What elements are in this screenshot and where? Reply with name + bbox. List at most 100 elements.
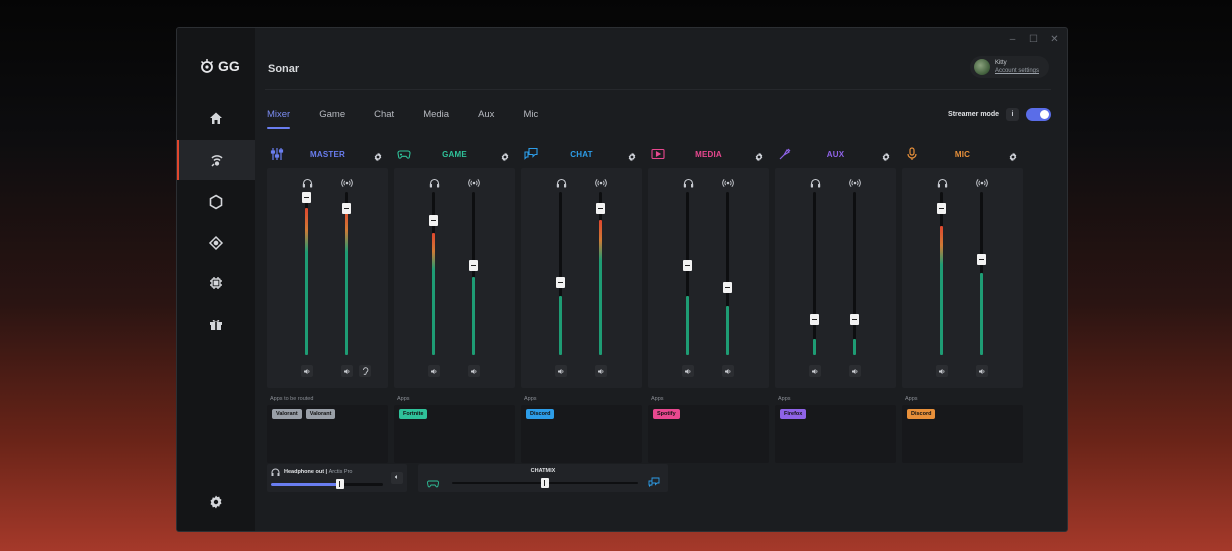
headphone-volume-slider[interactable] <box>271 479 383 489</box>
minimize-button[interactable]: – <box>1009 34 1016 45</box>
mute-button[interactable] <box>936 365 948 377</box>
volume-slider[interactable] <box>556 192 565 355</box>
tab-mixer[interactable]: Mixer <box>267 109 291 129</box>
close-button[interactable]: ✕ <box>1050 34 1059 45</box>
channel-settings-gear-icon[interactable] <box>627 149 637 162</box>
chatmix-slider[interactable] <box>452 478 638 488</box>
volume-thumb[interactable] <box>429 215 438 226</box>
volume-slider[interactable] <box>810 192 819 355</box>
headphone-icon <box>428 178 440 190</box>
level-meter <box>980 273 983 355</box>
nav-engine[interactable] <box>177 182 255 222</box>
app-chip[interactable]: Fortnite <box>399 409 428 419</box>
volume-thumb[interactable] <box>683 260 692 271</box>
apps-drop-zone[interactable]: Discord <box>521 405 642 463</box>
volume-thumb[interactable] <box>556 277 565 288</box>
app-chip[interactable]: Firefox <box>780 409 807 419</box>
mute-button[interactable] <box>555 365 567 377</box>
volume-thumb[interactable] <box>977 254 986 265</box>
volume-slider[interactable] <box>937 192 946 355</box>
nav-settings[interactable] <box>177 482 255 522</box>
channel-settings-gear-icon[interactable] <box>373 149 383 162</box>
gift-icon <box>210 320 222 330</box>
mute-button[interactable] <box>468 365 480 377</box>
volume-slider[interactable] <box>302 192 311 355</box>
account-settings-link[interactable]: Account settings <box>994 68 1039 74</box>
mute-button[interactable] <box>428 365 440 377</box>
nav-moments[interactable] <box>177 223 255 263</box>
avatar[interactable] <box>973 59 990 75</box>
mute-button[interactable] <box>976 365 988 377</box>
tab-game[interactable]: Game <box>319 109 346 120</box>
headphone-icon <box>682 178 694 190</box>
volume-thumb[interactable] <box>937 203 946 214</box>
apps-section: Apps to be routed Valorant Valorant <box>267 396 388 463</box>
mute-button[interactable] <box>809 365 821 377</box>
apps-drop-zone[interactable]: Fortnite <box>394 405 515 463</box>
tab-aux[interactable]: Aux <box>478 109 495 120</box>
gg-logo[interactable]: GG <box>199 58 240 74</box>
volume-slider[interactable] <box>342 192 351 355</box>
mute-button[interactable] <box>341 365 353 377</box>
chatmix-thumb[interactable] <box>541 478 549 488</box>
volume-slider[interactable] <box>683 192 692 355</box>
volume-thumb[interactable] <box>469 260 478 271</box>
volume-slider[interactable] <box>469 192 478 355</box>
mute-button[interactable] <box>595 365 607 377</box>
channel-name: GAME <box>442 150 467 159</box>
volume-slider[interactable] <box>977 192 986 355</box>
volume-thumb[interactable] <box>723 282 732 293</box>
apps-drop-zone[interactable]: Firefox <box>775 405 896 463</box>
channel-mixer-body <box>648 168 769 388</box>
channel-settings-gear-icon[interactable] <box>881 149 891 162</box>
apps-section: Apps Discord <box>902 396 1023 463</box>
channel-settings-gear-icon[interactable] <box>500 149 510 162</box>
volume-thumb[interactable] <box>810 314 819 325</box>
broadcast-icon <box>976 178 988 190</box>
page-title: Sonar <box>268 63 300 75</box>
app-chip[interactable]: Discord <box>907 409 936 419</box>
volume-thumb[interactable] <box>596 203 605 214</box>
nav-home[interactable] <box>177 98 255 138</box>
streamer-mode-toggle[interactable] <box>1026 108 1051 121</box>
channel-mixer-body <box>775 168 896 388</box>
volume-thumb[interactable] <box>302 192 311 203</box>
nav-devices[interactable] <box>177 263 255 303</box>
app-chip[interactable]: Valorant <box>305 409 336 419</box>
ear-button[interactable] <box>359 365 371 377</box>
apps-drop-zone[interactable]: Spotify <box>648 405 769 463</box>
media-channel-icon <box>651 147 665 161</box>
apps-drop-zone[interactable]: Discord <box>902 405 1023 463</box>
volume-thumb[interactable] <box>342 203 351 214</box>
volume-slider[interactable] <box>850 192 859 355</box>
tab-chat[interactable]: Chat <box>374 109 395 120</box>
headphone-mute-button[interactable]: 🔈︎ <box>391 472 403 484</box>
channel-aux: AUX Apps Firefox <box>775 144 896 463</box>
headphone-volume-thumb[interactable] <box>336 479 345 489</box>
mute-button[interactable] <box>301 365 313 377</box>
apps-drop-zone[interactable]: Valorant Valorant <box>267 405 388 463</box>
app-chip[interactable]: Spotify <box>653 409 680 419</box>
volume-slider[interactable] <box>429 192 438 355</box>
nav-sonar[interactable] <box>177 140 255 180</box>
volume-thumb[interactable] <box>850 314 859 325</box>
app-chip[interactable]: Valorant <box>272 409 302 419</box>
nav-gifts[interactable] <box>177 304 255 344</box>
mute-button[interactable] <box>849 365 861 377</box>
master-channel-icon <box>270 147 284 161</box>
channel-settings-gear-icon[interactable] <box>754 149 764 162</box>
channel-mixer-body <box>902 168 1023 388</box>
channel-name: MEDIA <box>695 150 722 159</box>
mute-button[interactable] <box>682 365 694 377</box>
info-icon[interactable]: i <box>1006 108 1019 121</box>
aux-channel-icon <box>778 147 792 161</box>
app-chip[interactable]: Discord <box>526 409 555 419</box>
tab-mic[interactable]: Mic <box>523 109 539 120</box>
maximize-button[interactable]: ☐ <box>1029 34 1038 45</box>
mute-button[interactable] <box>722 365 734 377</box>
tab-media[interactable]: Media <box>423 109 450 120</box>
account-widget[interactable]: Kitty Account settings <box>969 56 1049 78</box>
volume-slider[interactable] <box>723 192 732 355</box>
volume-slider[interactable] <box>596 192 605 355</box>
channel-settings-gear-icon[interactable] <box>1008 149 1018 162</box>
